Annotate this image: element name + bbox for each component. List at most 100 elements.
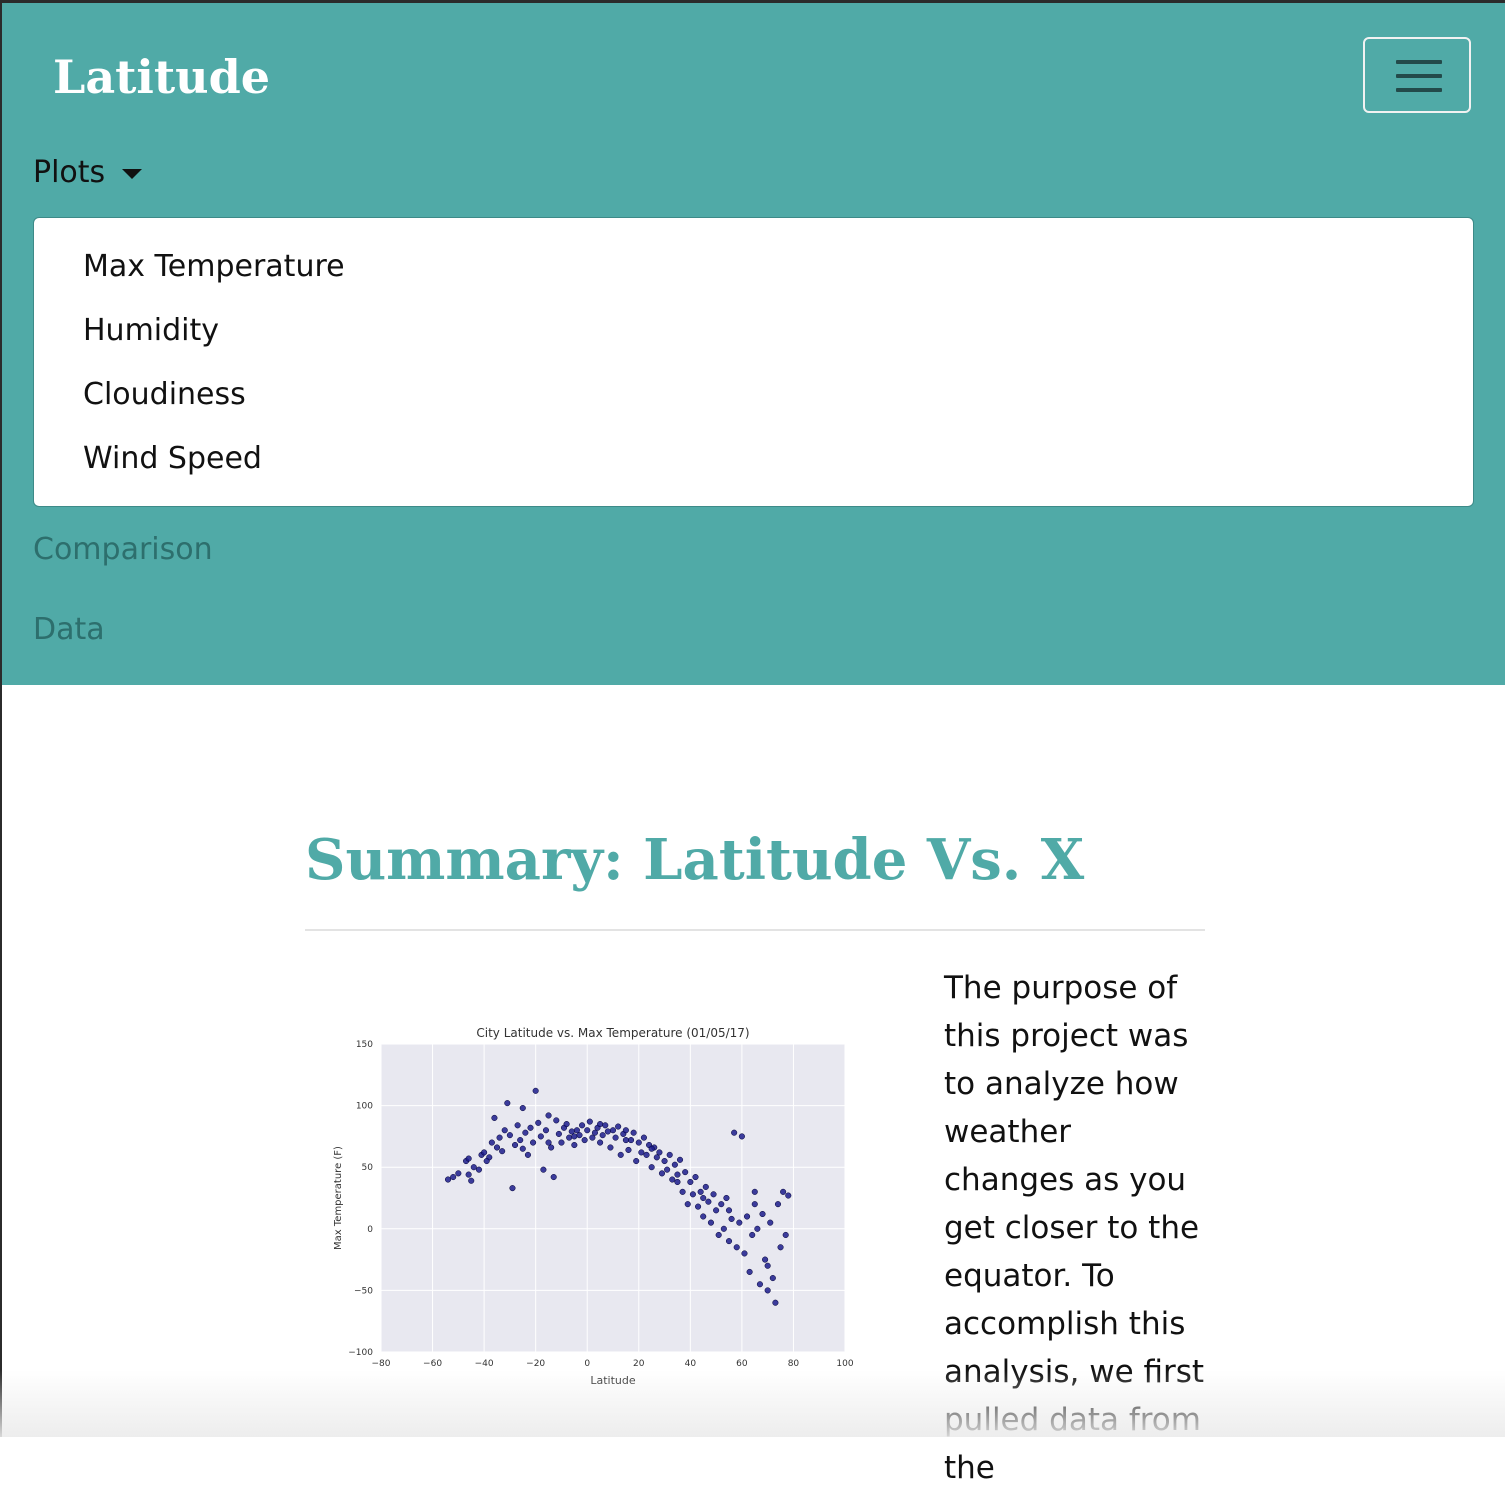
scatter-point xyxy=(705,1198,712,1205)
scatter-point xyxy=(530,1139,537,1146)
scatter-point xyxy=(682,1169,689,1176)
scatter-point xyxy=(501,1127,508,1134)
scatter-point xyxy=(609,1127,617,1134)
scatter-point xyxy=(764,1287,771,1294)
scatter-point xyxy=(774,1201,782,1208)
scatter-point xyxy=(777,1244,784,1251)
scatter-point xyxy=(702,1183,709,1190)
x-tick-label: −40 xyxy=(475,1359,494,1369)
y-tick-label: 0 xyxy=(367,1225,373,1235)
dropdown-item-wind-speed[interactable]: Wind Speed xyxy=(83,441,262,476)
scatter-point xyxy=(736,1219,743,1226)
scatter-point xyxy=(548,1144,555,1151)
scatter-point xyxy=(607,1144,614,1151)
scatter-point xyxy=(666,1151,673,1158)
scatter-point xyxy=(653,1154,660,1161)
scatter-point xyxy=(700,1213,707,1220)
chart-y-ticks: 150 100 50 0 −50 −100 xyxy=(348,1040,373,1358)
scatter-point xyxy=(676,1156,684,1163)
dropdown-item-humidity[interactable]: Humidity xyxy=(83,313,220,348)
scatter-point xyxy=(671,1161,678,1168)
scatter-point xyxy=(769,1275,776,1282)
scatter-point xyxy=(455,1170,462,1177)
y-tick-label: −50 xyxy=(354,1286,373,1296)
scatter-point xyxy=(715,1231,722,1239)
scatter-point xyxy=(718,1201,725,1208)
scatter-point xyxy=(532,1087,539,1094)
nav-link-data[interactable]: Data xyxy=(33,612,105,647)
nav-link-comparison[interactable]: Comparison xyxy=(33,532,213,567)
scatter-point xyxy=(604,1128,611,1135)
scatter-point xyxy=(725,1238,733,1245)
scatter-point xyxy=(664,1166,671,1173)
scatter-point xyxy=(707,1219,715,1226)
scatter-point xyxy=(710,1191,717,1198)
scatter-point xyxy=(553,1117,560,1124)
scatter-point xyxy=(697,1188,704,1195)
caret-down-icon xyxy=(122,169,142,179)
scatter-point xyxy=(743,1213,751,1220)
chart-svg: −80 −60 −40 −20 0 20 40 60 80 100 150 100 50 0 −50 −10… xyxy=(333,1026,854,1387)
x-tick-label: −60 xyxy=(423,1359,442,1369)
scatter-point xyxy=(640,1134,647,1141)
chart-points xyxy=(444,1087,792,1306)
scatter-point xyxy=(444,1176,452,1183)
scatter-point xyxy=(522,1129,529,1136)
scatter-point xyxy=(468,1177,475,1184)
scatter-point xyxy=(754,1225,761,1232)
scatter-point xyxy=(591,1129,599,1136)
navbar-brand[interactable]: Latitude xyxy=(53,50,270,104)
y-tick-label: 150 xyxy=(356,1040,373,1050)
scatter-point xyxy=(635,1139,642,1146)
scatter-point xyxy=(782,1231,789,1239)
scatter-point xyxy=(450,1174,457,1181)
scatter-point xyxy=(785,1192,792,1199)
plots-dropdown-toggle[interactable]: Plots xyxy=(33,155,106,190)
scatter-point xyxy=(579,1122,586,1129)
y-tick-label: −100 xyxy=(348,1348,373,1358)
plot-area xyxy=(381,1044,845,1352)
scatter-point xyxy=(615,1123,622,1130)
scatter-point xyxy=(674,1178,681,1186)
scatter-point xyxy=(741,1250,748,1257)
scatter-point xyxy=(669,1176,676,1183)
chart-x-label: Latitude xyxy=(590,1374,636,1387)
scatter-point xyxy=(684,1201,691,1208)
scatter-point xyxy=(617,1151,624,1158)
scatter-point xyxy=(746,1268,753,1275)
chart-title: City Latitude vs. Max Temperature (01/05… xyxy=(476,1026,749,1040)
scatter-point xyxy=(493,1144,501,1151)
scatter-point xyxy=(483,1157,490,1165)
scatter-point xyxy=(767,1219,774,1226)
y-tick-label: 100 xyxy=(356,1102,373,1112)
scatter-point xyxy=(713,1207,720,1214)
scatter-point xyxy=(537,1133,544,1140)
x-tick-label: 60 xyxy=(736,1359,748,1369)
scatter-point xyxy=(563,1121,570,1128)
scatter-point xyxy=(780,1188,787,1195)
scatter-point xyxy=(622,1137,629,1144)
scatter-point xyxy=(612,1134,619,1141)
chart-y-label: Max Temperature (F) xyxy=(333,1146,344,1250)
scatter-point xyxy=(723,1194,730,1202)
dropdown-item-cloudiness[interactable]: Cloudiness xyxy=(83,377,246,412)
scatter-point xyxy=(689,1191,696,1198)
scatter-chart-figure: −80 −60 −40 −20 0 20 40 60 80 100 150 100 50 0 −50 −10… xyxy=(325,1020,865,1394)
scatter-point xyxy=(481,1149,488,1156)
scatter-point xyxy=(514,1122,521,1129)
scatter-point xyxy=(519,1145,526,1152)
scatter-point xyxy=(674,1171,681,1178)
scatter-point xyxy=(648,1164,655,1171)
scatter-point xyxy=(540,1166,547,1173)
scatter-point xyxy=(622,1127,629,1134)
scatter-point xyxy=(597,1121,604,1128)
scatter-point xyxy=(527,1124,534,1131)
scatter-point xyxy=(656,1149,663,1156)
scatter-point xyxy=(627,1137,635,1144)
scatter-point xyxy=(519,1105,526,1112)
navbar: Latitude Plots Max Temperature Humidity … xyxy=(2,3,1505,685)
navbar-toggle-button[interactable] xyxy=(1363,37,1471,113)
scatter-point xyxy=(720,1225,727,1232)
scatter-point xyxy=(602,1122,609,1129)
dropdown-item-max-temperature[interactable]: Max Temperature xyxy=(83,249,345,284)
